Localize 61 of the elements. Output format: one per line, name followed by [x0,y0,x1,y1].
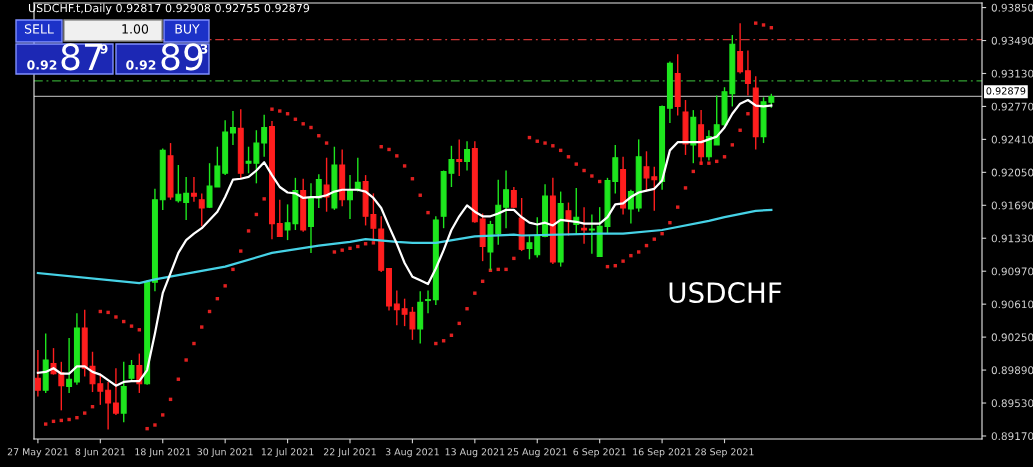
candlestick [503,169,510,229]
x-tick-label: 18 Jun 2021 [135,448,191,458]
annotation: SELL [24,24,54,34]
x-tick-label: 16 Sep 2021 [633,448,692,458]
candlestick [198,192,205,228]
candlestick [128,359,135,381]
candlestick [581,206,588,245]
x-tick-label: 6 Sep 2021 [573,448,626,458]
candlestick [175,164,182,204]
x-tick-label: 13 Aug 2021 [445,448,505,458]
candlestick [744,49,751,97]
candlestick [464,140,471,172]
x-tick-label: 3 Aug 2021 [385,448,439,458]
candlestick [315,173,322,209]
x-tick-label: 22 Jul 2021 [323,448,376,458]
y-tick-label: 0.89890 [991,366,1033,375]
candlestick [425,289,431,315]
y-tick-label: 0.93490 [991,36,1033,45]
x-tick-label: 27 May 2021 [7,448,68,458]
x-tick-label: 30 Jun 2021 [197,448,253,458]
candlestick [456,138,463,177]
y-tick-label: 0.90250 [991,333,1033,342]
x-tick-label: 8 Jun 2021 [75,448,125,458]
candlestick [261,113,268,158]
x-tick-label: 28 Sep 2021 [695,448,754,458]
annotation: BUY [175,24,200,34]
candlestick [276,199,283,238]
annotation: 0.92 [126,60,156,70]
candlestick [105,381,112,431]
y-tick-label: 0.91330 [991,234,1033,243]
y-tick-label: 0.92410 [991,135,1033,144]
candlestick [183,176,190,221]
annotation: 0.92 [27,60,57,70]
candlestick [627,189,634,225]
annotation: 9 [100,44,108,54]
y-tick-label: 0.93850 [991,3,1033,12]
y-tick-label: 0.91690 [991,201,1033,210]
y-tick-label: 0.89530 [991,399,1033,408]
x-tick-label: 25 Aug 2021 [507,448,567,458]
annotation: USDCHF [669,282,782,304]
x-tick-label: 12 Jul 2021 [261,448,314,458]
candlestick [393,289,400,326]
y-tick-label: 0.90970 [991,267,1033,276]
chart-title: USDCHF.t,Daily 0.92817 0.92908 0.92755 0.92879 [28,3,310,15]
y-tick-label: 0.93130 [991,69,1033,78]
annotation: 1.00 [122,24,149,34]
candlestick [34,349,41,398]
candlestick [705,129,712,162]
y-tick-label: 0.92050 [991,168,1033,177]
y-tick-label: 0.92770 [991,102,1033,111]
y-tick-label: 0.89170 [991,432,1033,441]
candlestick [190,176,197,203]
candlestick [229,110,236,146]
annotation: 89 [161,43,203,71]
candlestick [66,337,73,394]
annotation: 87 [61,43,102,71]
candlestick [112,367,119,416]
candlestick [588,213,595,255]
candlestick [737,22,744,75]
ref-line-label: 0.92879 [986,87,1026,95]
y-tick-label: 0.90610 [991,300,1033,309]
